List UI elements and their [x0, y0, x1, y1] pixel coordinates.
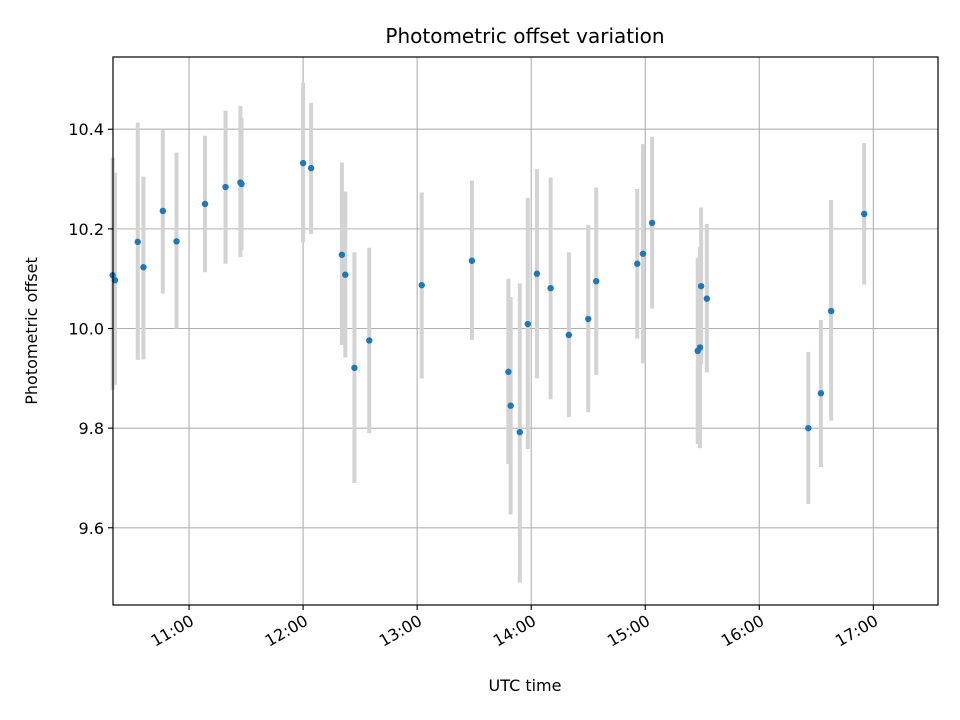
x-tick-label: 17:00: [832, 611, 881, 651]
x-tick-label: 11:00: [148, 611, 197, 651]
y-tick-label: 10.2: [68, 220, 104, 239]
data-point: [696, 344, 704, 351]
data-point: [159, 207, 167, 215]
data-point: [222, 183, 229, 191]
data-point: [418, 281, 425, 289]
y-tick-label: 9.6: [79, 519, 104, 538]
data-point: [703, 295, 711, 302]
data-point: [507, 402, 514, 409]
data-point: [134, 238, 141, 246]
x-axis-label: UTC time: [489, 676, 562, 695]
data-point: [697, 282, 705, 290]
data-point: [307, 164, 315, 172]
data-point: [533, 270, 541, 277]
x-tick-label: 16:00: [718, 611, 767, 651]
data-point: [342, 271, 349, 278]
data-point: [817, 390, 825, 397]
data-point: [468, 257, 476, 264]
y-axis-label: Photometric offset: [22, 257, 41, 405]
y-axis-ticks: 9.6 9.8 10.0 10.2 10.4: [68, 120, 113, 538]
plot-frame: [112, 56, 939, 606]
data-point: [366, 337, 373, 344]
data-point: [338, 251, 346, 258]
x-axis-ticks: 11:00 12:00 13:00 14:00 15:00 16:00 17:00: [148, 605, 881, 651]
data-point: [516, 428, 523, 436]
chart-title: Photometric offset variation: [385, 24, 664, 48]
data-point: [140, 264, 147, 271]
data-point: [201, 200, 209, 208]
data-point: [593, 277, 600, 285]
y-tick-label: 10.0: [68, 320, 104, 339]
data-point: [585, 315, 592, 323]
x-tick-label: 12:00: [262, 611, 311, 651]
data-point: [805, 424, 812, 432]
grid: [113, 57, 938, 605]
data-point: [634, 260, 641, 267]
x-tick-label: 13:00: [376, 611, 425, 651]
data-point: [639, 250, 647, 257]
data-point: [565, 331, 573, 339]
data-point: [505, 368, 512, 376]
data-point: [648, 219, 656, 227]
data-point: [299, 159, 307, 167]
data-point: [351, 364, 358, 372]
data-point: [173, 238, 180, 245]
data-point: [238, 180, 245, 188]
y-tick-label: 10.4: [68, 120, 104, 139]
data-point: [524, 320, 531, 328]
x-tick-label: 15:00: [604, 611, 653, 651]
data-point: [827, 307, 835, 315]
data-point: [547, 284, 554, 292]
y-tick-label: 9.8: [79, 419, 104, 438]
data-point: [861, 210, 868, 218]
error-bars: [110, 82, 867, 583]
x-tick-label: 14:00: [490, 611, 539, 651]
data-points: [109, 159, 868, 436]
